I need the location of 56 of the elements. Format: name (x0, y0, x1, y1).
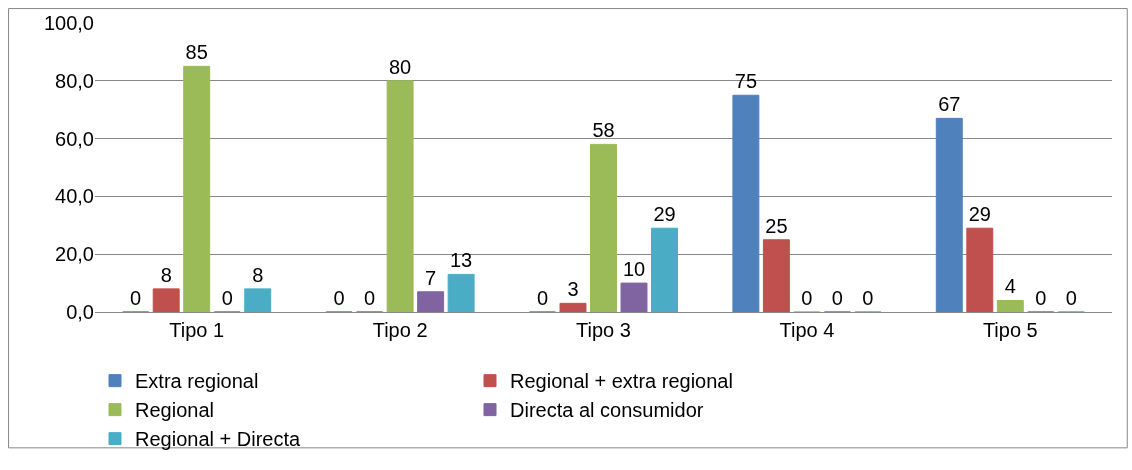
bar (732, 94, 760, 312)
y-tick-label: 80,0 (55, 69, 94, 92)
data-label: 8 (252, 263, 264, 286)
bar (762, 239, 790, 312)
data-label: 7 (425, 266, 437, 289)
data-label: 85 (185, 41, 208, 64)
data-label: 75 (734, 70, 758, 93)
data-label: 10 (622, 258, 646, 281)
x-tick-label: Tipo 5 (982, 319, 1038, 341)
bar (935, 117, 963, 312)
y-tick-label: 40,0 (55, 185, 94, 208)
bar (417, 291, 445, 312)
bar (966, 227, 994, 312)
data-label: 0 (364, 287, 376, 309)
y-tick-label: 20,0 (55, 243, 94, 266)
x-tick-label: Tipo 2 (372, 319, 428, 341)
bar (651, 227, 678, 312)
data-label: 0 (1035, 287, 1047, 309)
x-tick-label: Tipo 3 (576, 319, 631, 341)
legend-label: Regional + Directa (135, 428, 301, 451)
bar (620, 282, 648, 312)
x-tick-label: Tipo 1 (169, 319, 225, 341)
bar (996, 299, 1024, 312)
data-label: 29 (653, 203, 676, 226)
data-label: 58 (592, 119, 615, 142)
data-label: 29 (968, 203, 991, 226)
data-label: 80 (388, 55, 412, 78)
data-label: 0 (801, 287, 813, 309)
bar (386, 80, 414, 312)
data-label: 0 (333, 287, 345, 309)
data-label: 0 (862, 287, 874, 309)
legend-label: Regional (135, 399, 214, 422)
data-label: 0 (536, 287, 549, 309)
legend-label: Regional + extra regional (510, 370, 733, 393)
data-label: 0 (221, 287, 233, 309)
bar (152, 288, 180, 312)
data-label: 0 (1065, 287, 1077, 309)
data-label: 25 (765, 214, 788, 237)
y-tick-label: 0,0 (66, 301, 94, 323)
x-tick-label: Tipo 4 (779, 319, 835, 341)
y-tick-label: 100,0 (43, 12, 94, 34)
legend-label: Directa al consumidor (510, 399, 704, 422)
y-tick-label: 60,0 (55, 127, 94, 150)
bar (244, 288, 272, 312)
bar (447, 273, 475, 312)
data-label: 8 (160, 263, 172, 286)
bar (590, 143, 617, 312)
legend-label: Extra regional (135, 370, 259, 393)
data-label: 13 (449, 249, 473, 272)
data-label: 4 (1004, 275, 1016, 298)
data-label: 67 (938, 93, 961, 116)
data-label: 0 (831, 287, 843, 309)
bar (559, 302, 587, 312)
bar (183, 65, 211, 312)
data-label: 3 (567, 278, 579, 301)
data-label: 0 (130, 287, 142, 309)
